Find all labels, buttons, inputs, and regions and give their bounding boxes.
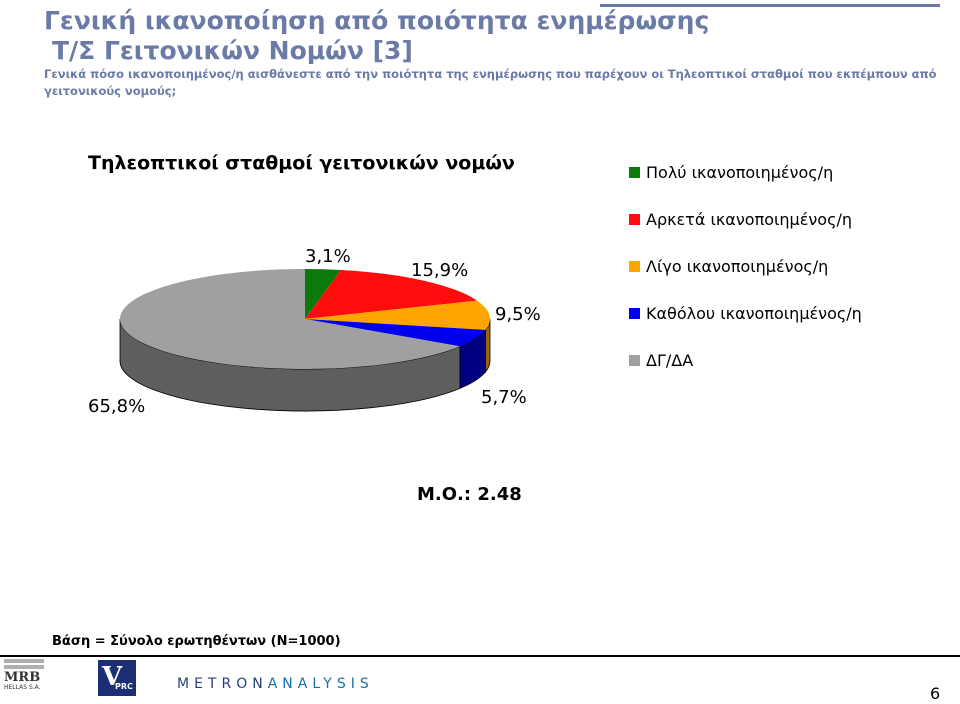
metron-analysis-logo: METRONANALYSIS xyxy=(177,676,374,692)
data-label-dk-na: 65,8% xyxy=(88,396,146,417)
legend-swatch xyxy=(629,308,640,319)
pie-side-dk-na xyxy=(119,318,461,412)
legend-label: Πολύ ικανοποιημένος/η xyxy=(646,163,834,182)
page-title: Γενική ικανοποίηση από ποιότητα ενημέρωσ… xyxy=(44,6,710,35)
chart-title: Τηλεοπτικοί σταθμοί γειτονικών νομών xyxy=(88,152,515,174)
legend-label: Αρκετά ικανοποιημένος/η xyxy=(646,210,853,229)
survey-question: Γενικά πόσο ικανοποιημένος/η αισθάνεστε … xyxy=(44,67,937,98)
pie-slice-fairly-satisfied xyxy=(305,269,478,319)
mrb-logo: MRB HELLAS S.A. xyxy=(4,659,44,697)
pie-slice-very-satisfied xyxy=(305,269,341,319)
legend-swatch xyxy=(629,214,640,225)
base-note: Βάση = Σύνολο ερωτηθέντων (Ν=1000) xyxy=(52,634,341,649)
pie-slice-not-satisfied xyxy=(305,319,486,347)
legend-label: ΔΓ/ΔΑ xyxy=(646,351,694,370)
legend-label: Καθόλου ικανοποιημένος/η xyxy=(646,304,862,323)
legend-swatch xyxy=(629,261,640,272)
legend-swatch xyxy=(629,167,640,178)
data-label-fairly-satisfied: 15,9% xyxy=(411,260,469,281)
page-subtitle: Τ/Σ Γειτονικών Νομών [3] xyxy=(52,36,413,65)
mean-score: Μ.Ο.: 2.48 xyxy=(417,484,522,505)
page-number: 6 xyxy=(930,684,941,703)
data-label-little-satisfied: 9,5% xyxy=(495,304,541,325)
data-label-not-satisfied: 5,7% xyxy=(481,387,527,408)
legend-label: Λίγο ικανοποιημένος/η xyxy=(646,257,829,276)
vprc-logo: V PRC xyxy=(98,660,136,696)
title-block: Γενική ικανοποίηση από ποιότητα ενημέρωσ… xyxy=(44,6,944,66)
pie-slice-dk-na xyxy=(119,269,460,369)
footer-rule xyxy=(0,655,960,657)
legend-swatch xyxy=(629,355,640,366)
pie-slice-little-satisfied xyxy=(305,300,490,330)
header-rule xyxy=(600,4,940,7)
data-label-very-satisfied: 3,1% xyxy=(305,246,351,267)
